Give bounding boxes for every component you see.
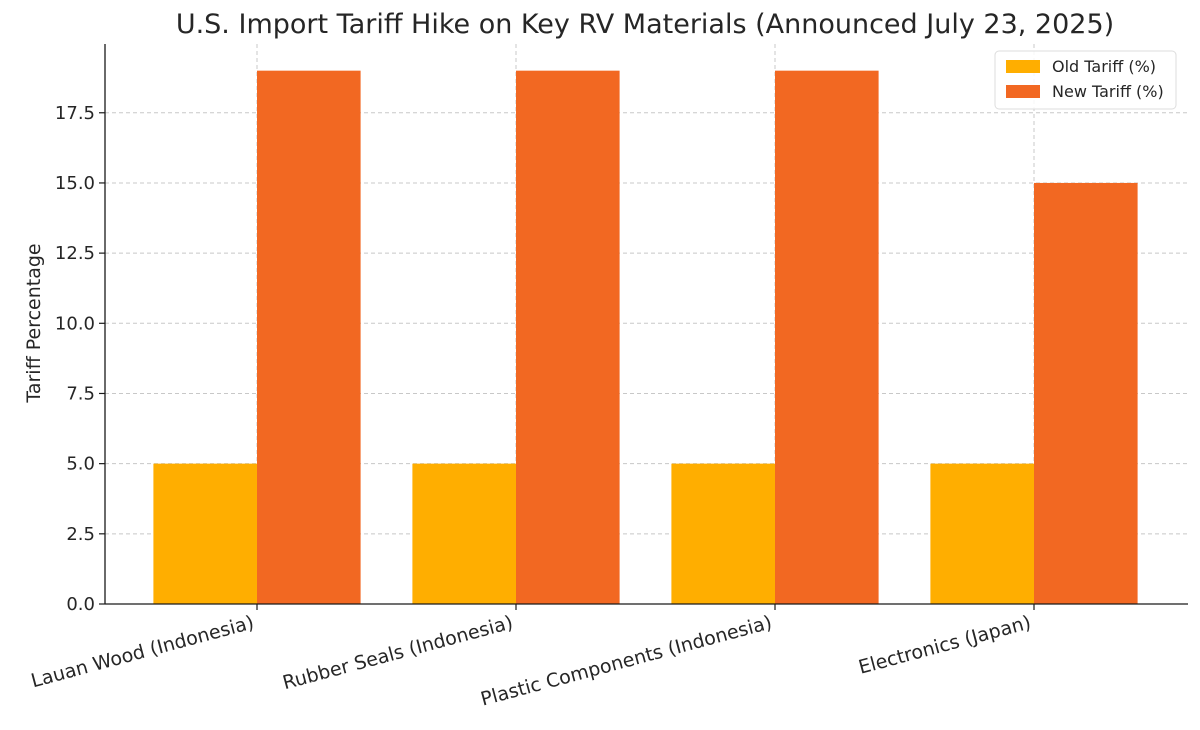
y-tick-label: 7.5 (66, 383, 95, 404)
bar-new-3 (1034, 182, 1138, 604)
bar-old-0 (153, 463, 257, 604)
chart-title: U.S. Import Tariff Hike on Key RV Materi… (176, 9, 1114, 40)
bars (153, 70, 1138, 604)
bar-old-2 (671, 463, 775, 604)
y-tick-label: 0.0 (66, 594, 95, 615)
x-tick-label: Plastic Components (Indonesia) (478, 612, 774, 711)
legend: Old Tariff (%) New Tariff (%) (994, 50, 1177, 110)
y-tick-label: 5.0 (66, 454, 95, 475)
axes (104, 44, 1188, 605)
bar-new-2 (775, 70, 879, 604)
y-axis-ticks: 0.0 2.5 5.0 7.5 10.0 12.5 15.0 17.5 (55, 103, 105, 615)
x-tick-label: Rubber Seals (Indonesia) (280, 612, 515, 695)
legend-swatch (1006, 60, 1040, 73)
y-tick-label: 10.0 (55, 313, 95, 334)
legend-label: Old Tariff (%) (1052, 57, 1156, 76)
bar-old-3 (930, 463, 1034, 604)
x-axis-ticks: Lauan Wood (Indonesia) Rubber Seals (Indo… (29, 604, 1035, 711)
bar-old-1 (412, 463, 516, 604)
legend-label: New Tariff (%) (1052, 82, 1164, 101)
y-tick-label: 17.5 (55, 103, 95, 124)
bar-new-0 (257, 70, 361, 604)
y-tick-label: 2.5 (66, 524, 95, 545)
legend-swatch (1006, 85, 1040, 98)
y-tick-label: 15.0 (55, 173, 95, 194)
y-axis-label: Tariff Percentage (23, 243, 45, 403)
bar-new-1 (516, 70, 620, 604)
y-tick-label: 12.5 (55, 243, 95, 264)
legend-box (994, 50, 1177, 110)
x-tick-label: Lauan Wood (Indonesia) (29, 612, 257, 693)
x-tick-label: Electronics (Japan) (856, 612, 1033, 679)
